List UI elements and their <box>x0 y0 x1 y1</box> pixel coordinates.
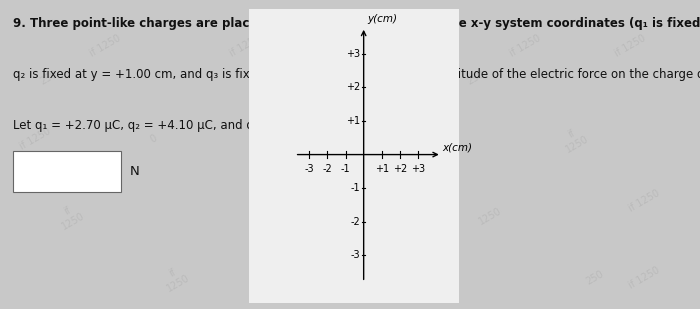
Text: -3: -3 <box>351 250 360 260</box>
Bar <box>13 151 121 192</box>
Text: -1: -1 <box>351 183 360 193</box>
Text: if
1250: if 1250 <box>558 124 590 154</box>
Text: if 1250: if 1250 <box>508 33 542 59</box>
Text: 0: 0 <box>310 71 320 83</box>
Text: -2: -2 <box>323 164 332 174</box>
Text: if 1250: if 1250 <box>626 265 662 291</box>
Text: if
1250: if 1250 <box>54 201 86 232</box>
Text: +2: +2 <box>346 83 360 92</box>
Text: N: N <box>130 165 139 178</box>
Text: 0: 0 <box>149 133 159 145</box>
Text: if
1250: if 1250 <box>334 201 366 232</box>
Text: +1: +1 <box>374 164 389 174</box>
Text: +3: +3 <box>411 164 425 174</box>
Text: 250: 250 <box>466 68 486 86</box>
Text: 1250: 1250 <box>477 206 503 227</box>
Text: if 1250: if 1250 <box>228 33 262 59</box>
Text: if 1250: if 1250 <box>88 33 122 59</box>
Text: -3: -3 <box>304 164 314 174</box>
Text: +3: +3 <box>346 49 360 59</box>
Text: -2: -2 <box>351 217 360 227</box>
Text: if 1250: if 1250 <box>368 33 402 59</box>
Text: 250: 250 <box>584 269 606 287</box>
Text: +1: +1 <box>346 116 360 126</box>
Text: x(cm): x(cm) <box>442 142 472 152</box>
Text: if 1250: if 1250 <box>612 33 648 59</box>
Text: Let q₁ = +2.70 μC, q₂ = +4.10 μC, and q₃ = −4.70 μC.: Let q₁ = +2.70 μC, q₂ = +4.10 μC, and q₃… <box>13 119 335 132</box>
Text: +2: +2 <box>393 164 407 174</box>
Text: y(cm): y(cm) <box>368 14 398 23</box>
Text: 9. Three point-like charges are placed at the following points on the x-y system: 9. Three point-like charges are placed a… <box>13 17 700 30</box>
Text: -1: -1 <box>341 164 350 174</box>
Text: 250: 250 <box>38 68 60 86</box>
Text: q₂ is fixed at y = +1.00 cm, and q₃ is fixed at x = +3.00 cm. Find the magnitude: q₂ is fixed at y = +1.00 cm, and q₃ is f… <box>13 68 700 81</box>
Text: if 1250: if 1250 <box>626 188 662 214</box>
Text: if 1250: if 1250 <box>18 126 52 152</box>
Text: if
1250: if 1250 <box>159 263 191 294</box>
